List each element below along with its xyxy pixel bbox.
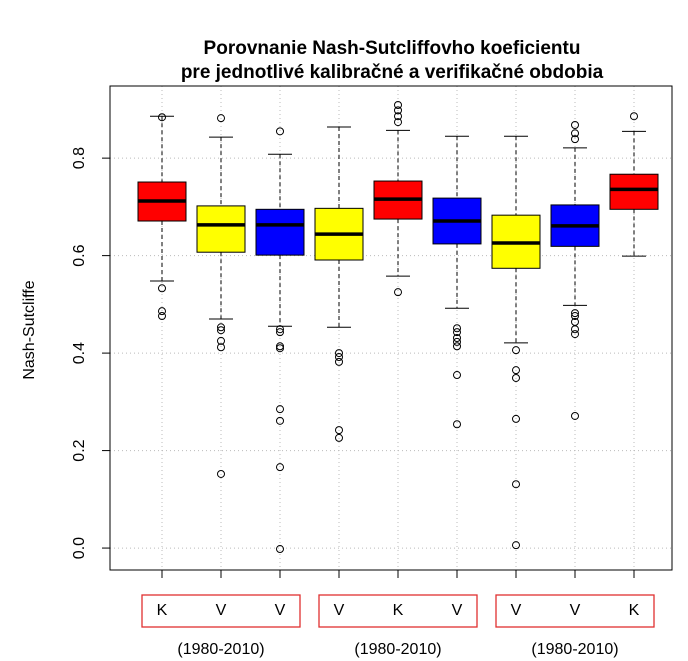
outlier: [394, 112, 402, 121]
outlier: [571, 129, 579, 138]
outlier: [276, 545, 284, 554]
outlier: [512, 366, 520, 375]
outlier: [453, 342, 461, 351]
y-tick-label: 0.0: [71, 537, 88, 559]
x-tick-label: V: [511, 602, 522, 619]
outlier: [630, 112, 638, 121]
x-tick-label: V: [452, 602, 463, 619]
chart-title: pre jednotlivé kalibračné a verifikačné …: [181, 62, 604, 83]
outlier: [335, 426, 343, 435]
outlier: [512, 346, 520, 355]
x-tick-label: V: [275, 602, 286, 619]
box: [609, 173, 659, 210]
outlier: [217, 343, 225, 352]
x-tick-label: K: [393, 602, 404, 619]
outlier: [394, 101, 402, 110]
outlier: [217, 469, 225, 478]
outlier: [335, 349, 343, 358]
y-tick-label: 0.8: [71, 147, 88, 169]
outlier: [217, 114, 225, 123]
box: [255, 208, 305, 256]
x-tick-label: K: [629, 602, 640, 619]
group-frame: [495, 594, 655, 628]
outlier: [217, 323, 225, 332]
outlier: [512, 414, 520, 423]
outlier: [453, 371, 461, 380]
outlier: [512, 373, 520, 382]
outlier: [453, 324, 461, 333]
outlier: [571, 135, 579, 144]
plot-frame: [109, 85, 673, 571]
outlier: [335, 357, 343, 366]
outlier: [394, 288, 402, 297]
outlier: [394, 118, 402, 127]
outlier: [453, 328, 461, 337]
outlier: [571, 309, 579, 318]
outlier: [512, 541, 520, 550]
outlier: [394, 106, 402, 115]
outlier: [217, 336, 225, 345]
outlier: [158, 307, 166, 316]
outlier: [453, 420, 461, 429]
outlier: [512, 480, 520, 489]
outlier: [335, 353, 343, 362]
outlier: [276, 325, 284, 334]
y-tick-label: 0.4: [71, 342, 88, 364]
group-frame: [318, 594, 478, 628]
group-label: (1980-2010): [177, 641, 264, 658]
outlier: [276, 342, 284, 351]
outlier: [571, 120, 579, 129]
x-tick-label: K: [157, 602, 168, 619]
chart-title: Porovnanie Nash-Sutcliffovho koeficientu: [204, 38, 581, 59]
y-axis-label: Nash-Sutcliffe: [21, 280, 38, 379]
outlier: [217, 326, 225, 335]
outlier: [571, 411, 579, 420]
outlier: [335, 433, 343, 442]
x-tick-label: V: [216, 602, 227, 619]
outlier: [276, 127, 284, 136]
outlier: [276, 344, 284, 353]
outlier: [158, 284, 166, 293]
group-label: (1980-2010): [531, 641, 618, 658]
outlier: [571, 325, 579, 334]
x-tick-label: V: [334, 602, 345, 619]
outlier: [571, 330, 579, 339]
outlier: [276, 463, 284, 472]
outlier: [571, 312, 579, 321]
x-tick-label: V: [570, 602, 581, 619]
outlier: [158, 113, 166, 122]
y-tick-label: 0.6: [71, 244, 88, 266]
y-tick-label: 0.2: [71, 439, 88, 461]
group-label: (1980-2010): [354, 641, 441, 658]
outlier: [453, 337, 461, 346]
outlier: [276, 416, 284, 425]
outlier: [453, 333, 461, 342]
outlier: [158, 312, 166, 321]
box: [196, 205, 246, 253]
group-frame: [141, 594, 301, 628]
outlier: [276, 405, 284, 414]
outlier: [276, 328, 284, 337]
